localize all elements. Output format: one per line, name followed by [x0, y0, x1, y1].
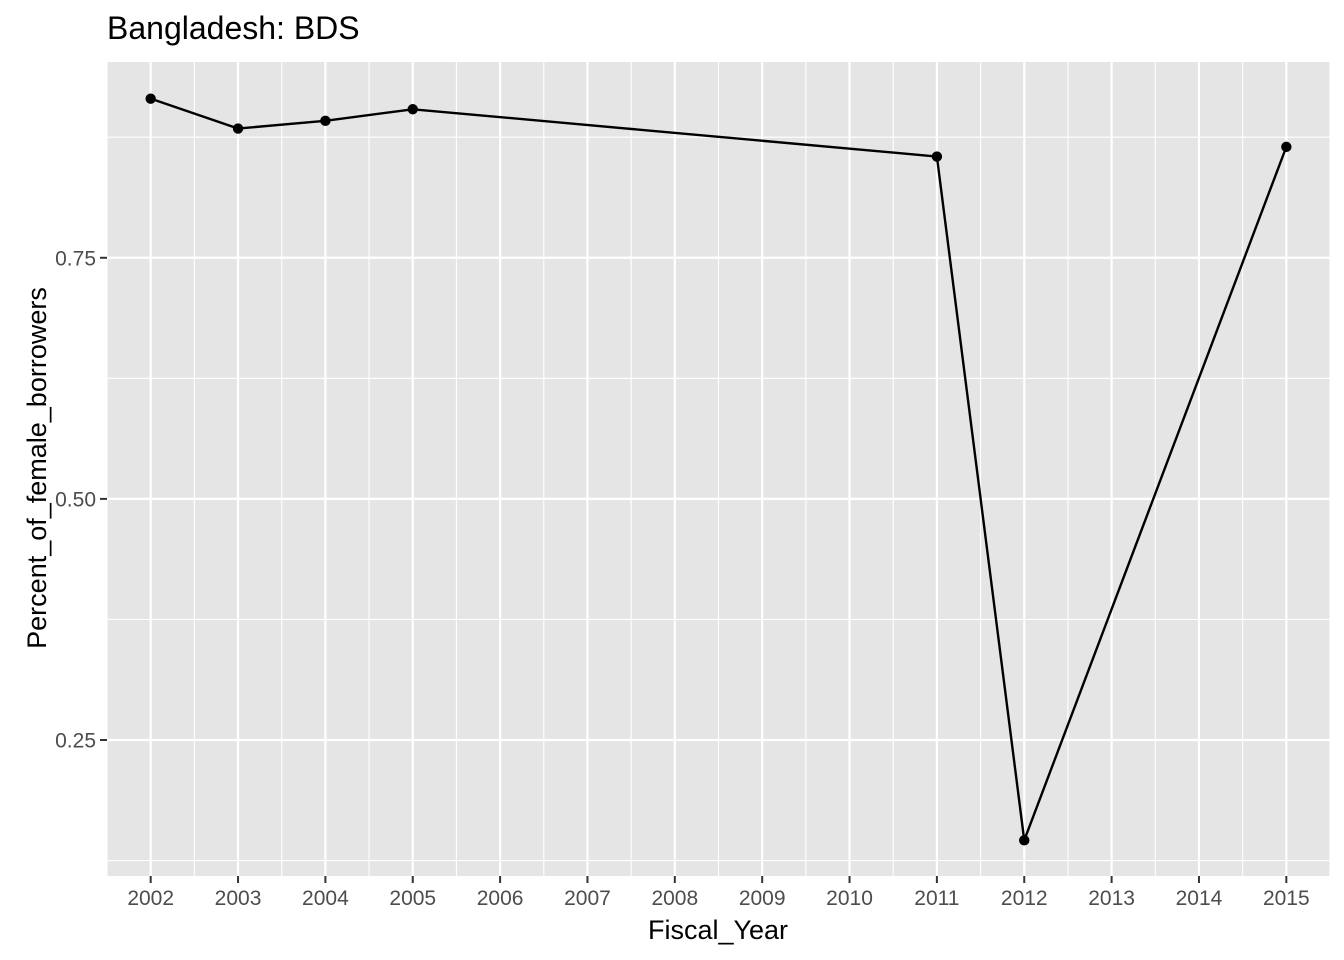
data-point	[145, 93, 156, 104]
axes-layer: 2002 2003 2004 2005 2006 2007 2008 2009 2010 2011…	[55, 247, 1310, 910]
x-tick-label: 2013	[1088, 887, 1135, 910]
y-axis-title: Percent_of_female_borrowers	[22, 287, 52, 649]
data-point	[232, 123, 244, 134]
data-point	[931, 151, 943, 162]
x-tick-label: 2012	[1001, 887, 1048, 910]
x-tick-label: 2009	[739, 887, 786, 910]
x-tick-label: 2006	[477, 887, 524, 910]
chart-title: Bangladesh: BDS	[107, 10, 360, 46]
x-tick-label: 2007	[564, 887, 611, 910]
x-tick-label: 2010	[826, 887, 873, 910]
data-point	[407, 104, 418, 115]
x-tick-label: 2005	[389, 887, 436, 910]
data-point	[320, 115, 331, 127]
x-axis-title: Fiscal_Year	[648, 915, 788, 945]
y-tick-label: 0.75	[55, 247, 96, 270]
x-tick-label: 2003	[215, 887, 262, 910]
data-point	[1281, 141, 1292, 153]
y-tick-label: 0.50	[55, 488, 96, 511]
x-tick-label: 2004	[302, 887, 349, 910]
series-layer	[145, 93, 1292, 846]
x-tick-label: 2011	[914, 887, 959, 910]
x-tick-label: 2015	[1263, 887, 1310, 910]
x-tick-label: 2002	[127, 887, 174, 910]
data-point	[1019, 835, 1030, 846]
y-tick-label: 0.25	[55, 730, 96, 753]
x-tick-label: 2014	[1176, 887, 1223, 910]
x-tick-label: 2008	[651, 887, 698, 910]
major-gridlines	[107, 62, 1330, 876]
